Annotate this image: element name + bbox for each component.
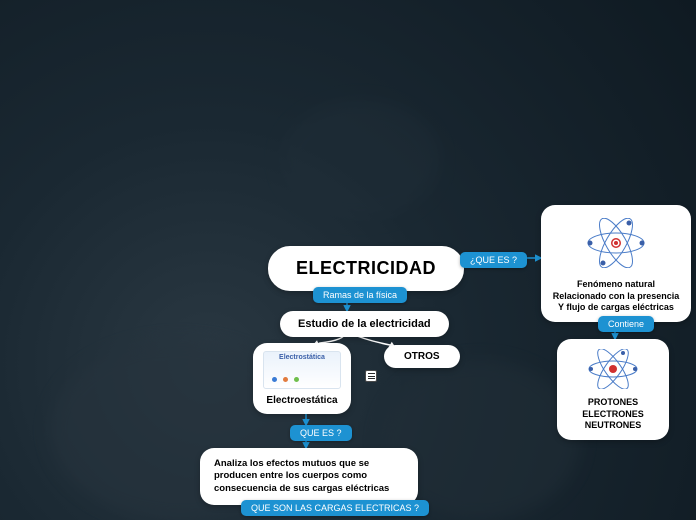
electroestatica-thumb-title: Electrostática: [264, 354, 340, 361]
node-electroestatica[interactable]: Electrostática Electroestática: [253, 343, 351, 414]
fenomeno-line3: Y flujo de cargas eléctricas: [558, 302, 674, 314]
atom-diagram-1: [556, 213, 676, 273]
branch-label-ramas-text: Ramas de la física: [323, 290, 397, 300]
branch-label-contiene[interactable]: Contiene: [598, 316, 654, 332]
branch-label-ramas[interactable]: Ramas de la física: [313, 287, 407, 303]
branch-label-que-es-right-text: ¿QUE ES ?: [470, 255, 517, 265]
branch-label-que-es-text: QUE ES ?: [300, 428, 342, 438]
branch-label-que-es-right[interactable]: ¿QUE ES ?: [460, 252, 527, 268]
mindmap-stage: ELECTRICIDAD Ramas de la física Estudio …: [0, 0, 696, 520]
expand-icon[interactable]: [365, 370, 377, 382]
node-otros[interactable]: OTROS: [384, 345, 460, 368]
particles-line2: ELECTRONES: [582, 409, 644, 421]
branch-label-cargas-text: QUE SON LAS CARGAS ELECTRICAS ?: [251, 503, 419, 513]
electroestatica-thumb-dots: [272, 377, 299, 382]
branch-label-que-es[interactable]: QUE ES ?: [290, 425, 352, 441]
node-otros-text: OTROS: [404, 351, 440, 362]
fenomeno-line2: Relacionado con la presencia: [553, 291, 680, 303]
particles-line1: PROTONES: [588, 397, 638, 409]
node-particles[interactable]: PROTONES ELECTRONES NEUTRONES: [557, 339, 669, 440]
branch-label-cargas[interactable]: QUE SON LAS CARGAS ELECTRICAS ?: [241, 500, 429, 516]
node-analiza-text: Analiza los efectos mutuos que se produc…: [214, 458, 404, 495]
electroestatica-thumbnail: Electrostática: [263, 351, 341, 389]
particles-line3: NEUTRONES: [585, 420, 642, 432]
branch-label-contiene-text: Contiene: [608, 319, 644, 329]
node-electroestatica-label: Electroestática: [266, 395, 337, 406]
fenomeno-line1: Fenómeno natural: [577, 279, 655, 291]
node-fenomeno[interactable]: Fenómeno natural Relacionado con la pres…: [541, 205, 691, 322]
root-title: ELECTRICIDAD: [296, 258, 436, 279]
atom-diagram-2: [568, 347, 658, 391]
root-node-electricidad[interactable]: ELECTRICIDAD: [268, 246, 464, 291]
node-estudio[interactable]: Estudio de la electricidad: [280, 311, 449, 337]
node-analiza[interactable]: Analiza los efectos mutuos que se produc…: [200, 448, 418, 505]
node-estudio-text: Estudio de la electricidad: [298, 318, 431, 330]
